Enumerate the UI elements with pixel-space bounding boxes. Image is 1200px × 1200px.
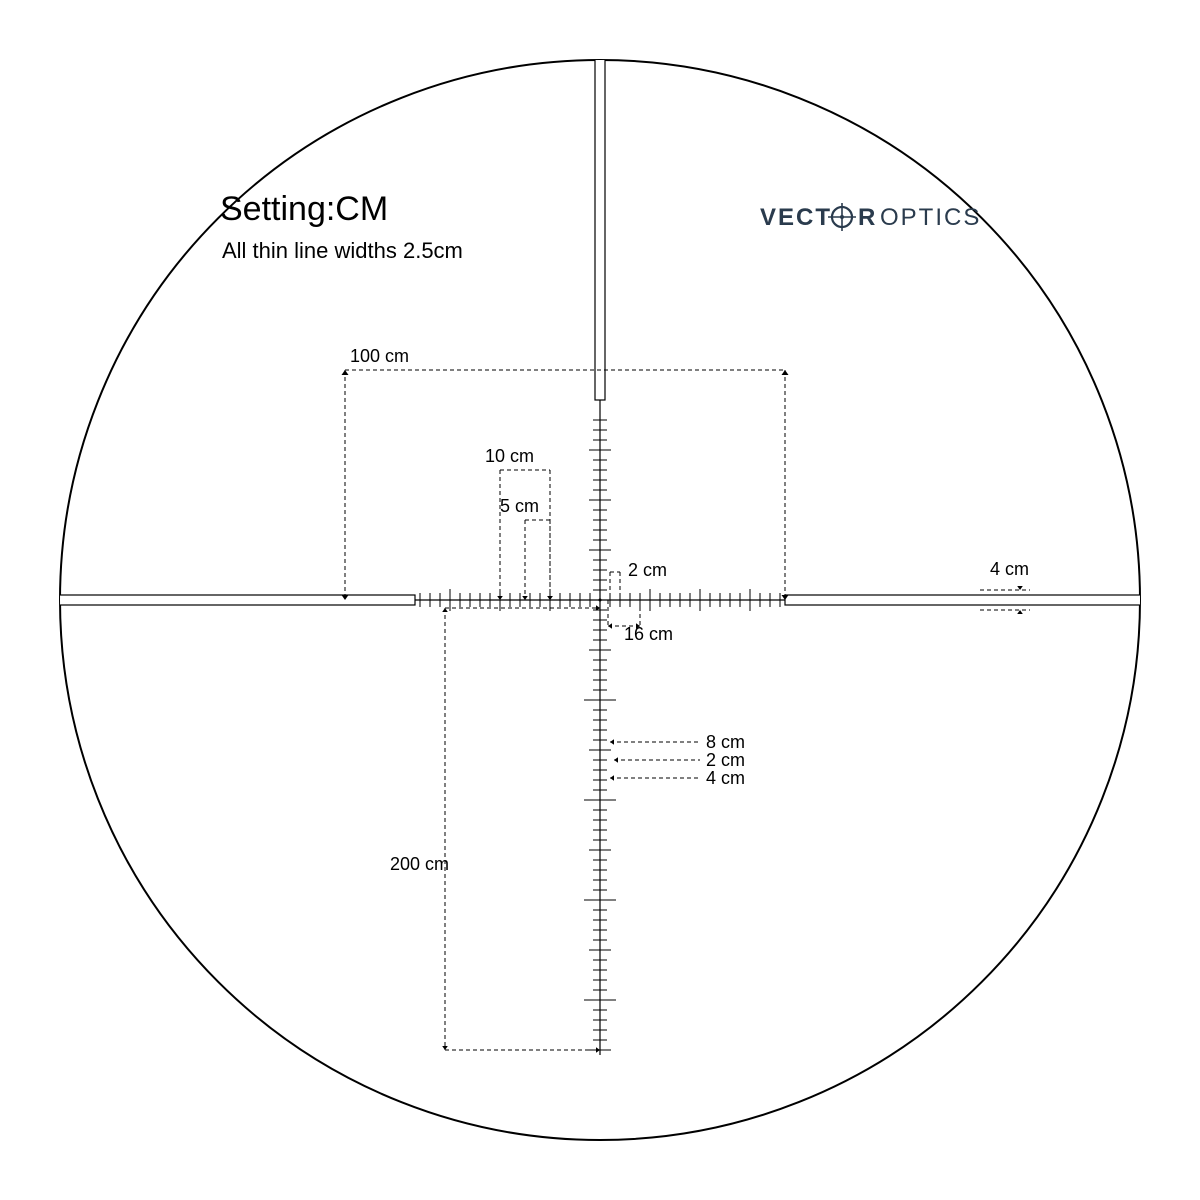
svg-text:2 cm: 2 cm [628, 560, 667, 580]
svg-text:16 cm: 16 cm [624, 624, 673, 644]
svg-text:100 cm: 100 cm [350, 346, 409, 366]
svg-text:2 cm: 2 cm [706, 750, 745, 770]
svg-text:4 cm: 4 cm [706, 768, 745, 788]
svg-text:R: R [858, 204, 877, 231]
brand-logo: VECT ROPTICS [760, 203, 981, 231]
svg-text:8 cm: 8 cm [706, 732, 745, 752]
svg-text:OPTICS: OPTICS [880, 204, 981, 231]
reticle-diagram: 100 cm10 cm5 cm2 cm16 cm4 cm8 cm2 cm4 cm… [0, 0, 1200, 1200]
svg-text:VECT: VECT [760, 204, 832, 231]
svg-text:All thin line widths 2.5cm: All thin line widths 2.5cm [222, 238, 463, 263]
svg-text:4 cm: 4 cm [990, 559, 1029, 579]
svg-text:200 cm: 200 cm [390, 854, 449, 874]
svg-text:10 cm: 10 cm [485, 446, 534, 466]
svg-text:5 cm: 5 cm [500, 496, 539, 516]
svg-text:Setting:CM: Setting:CM [220, 190, 388, 228]
